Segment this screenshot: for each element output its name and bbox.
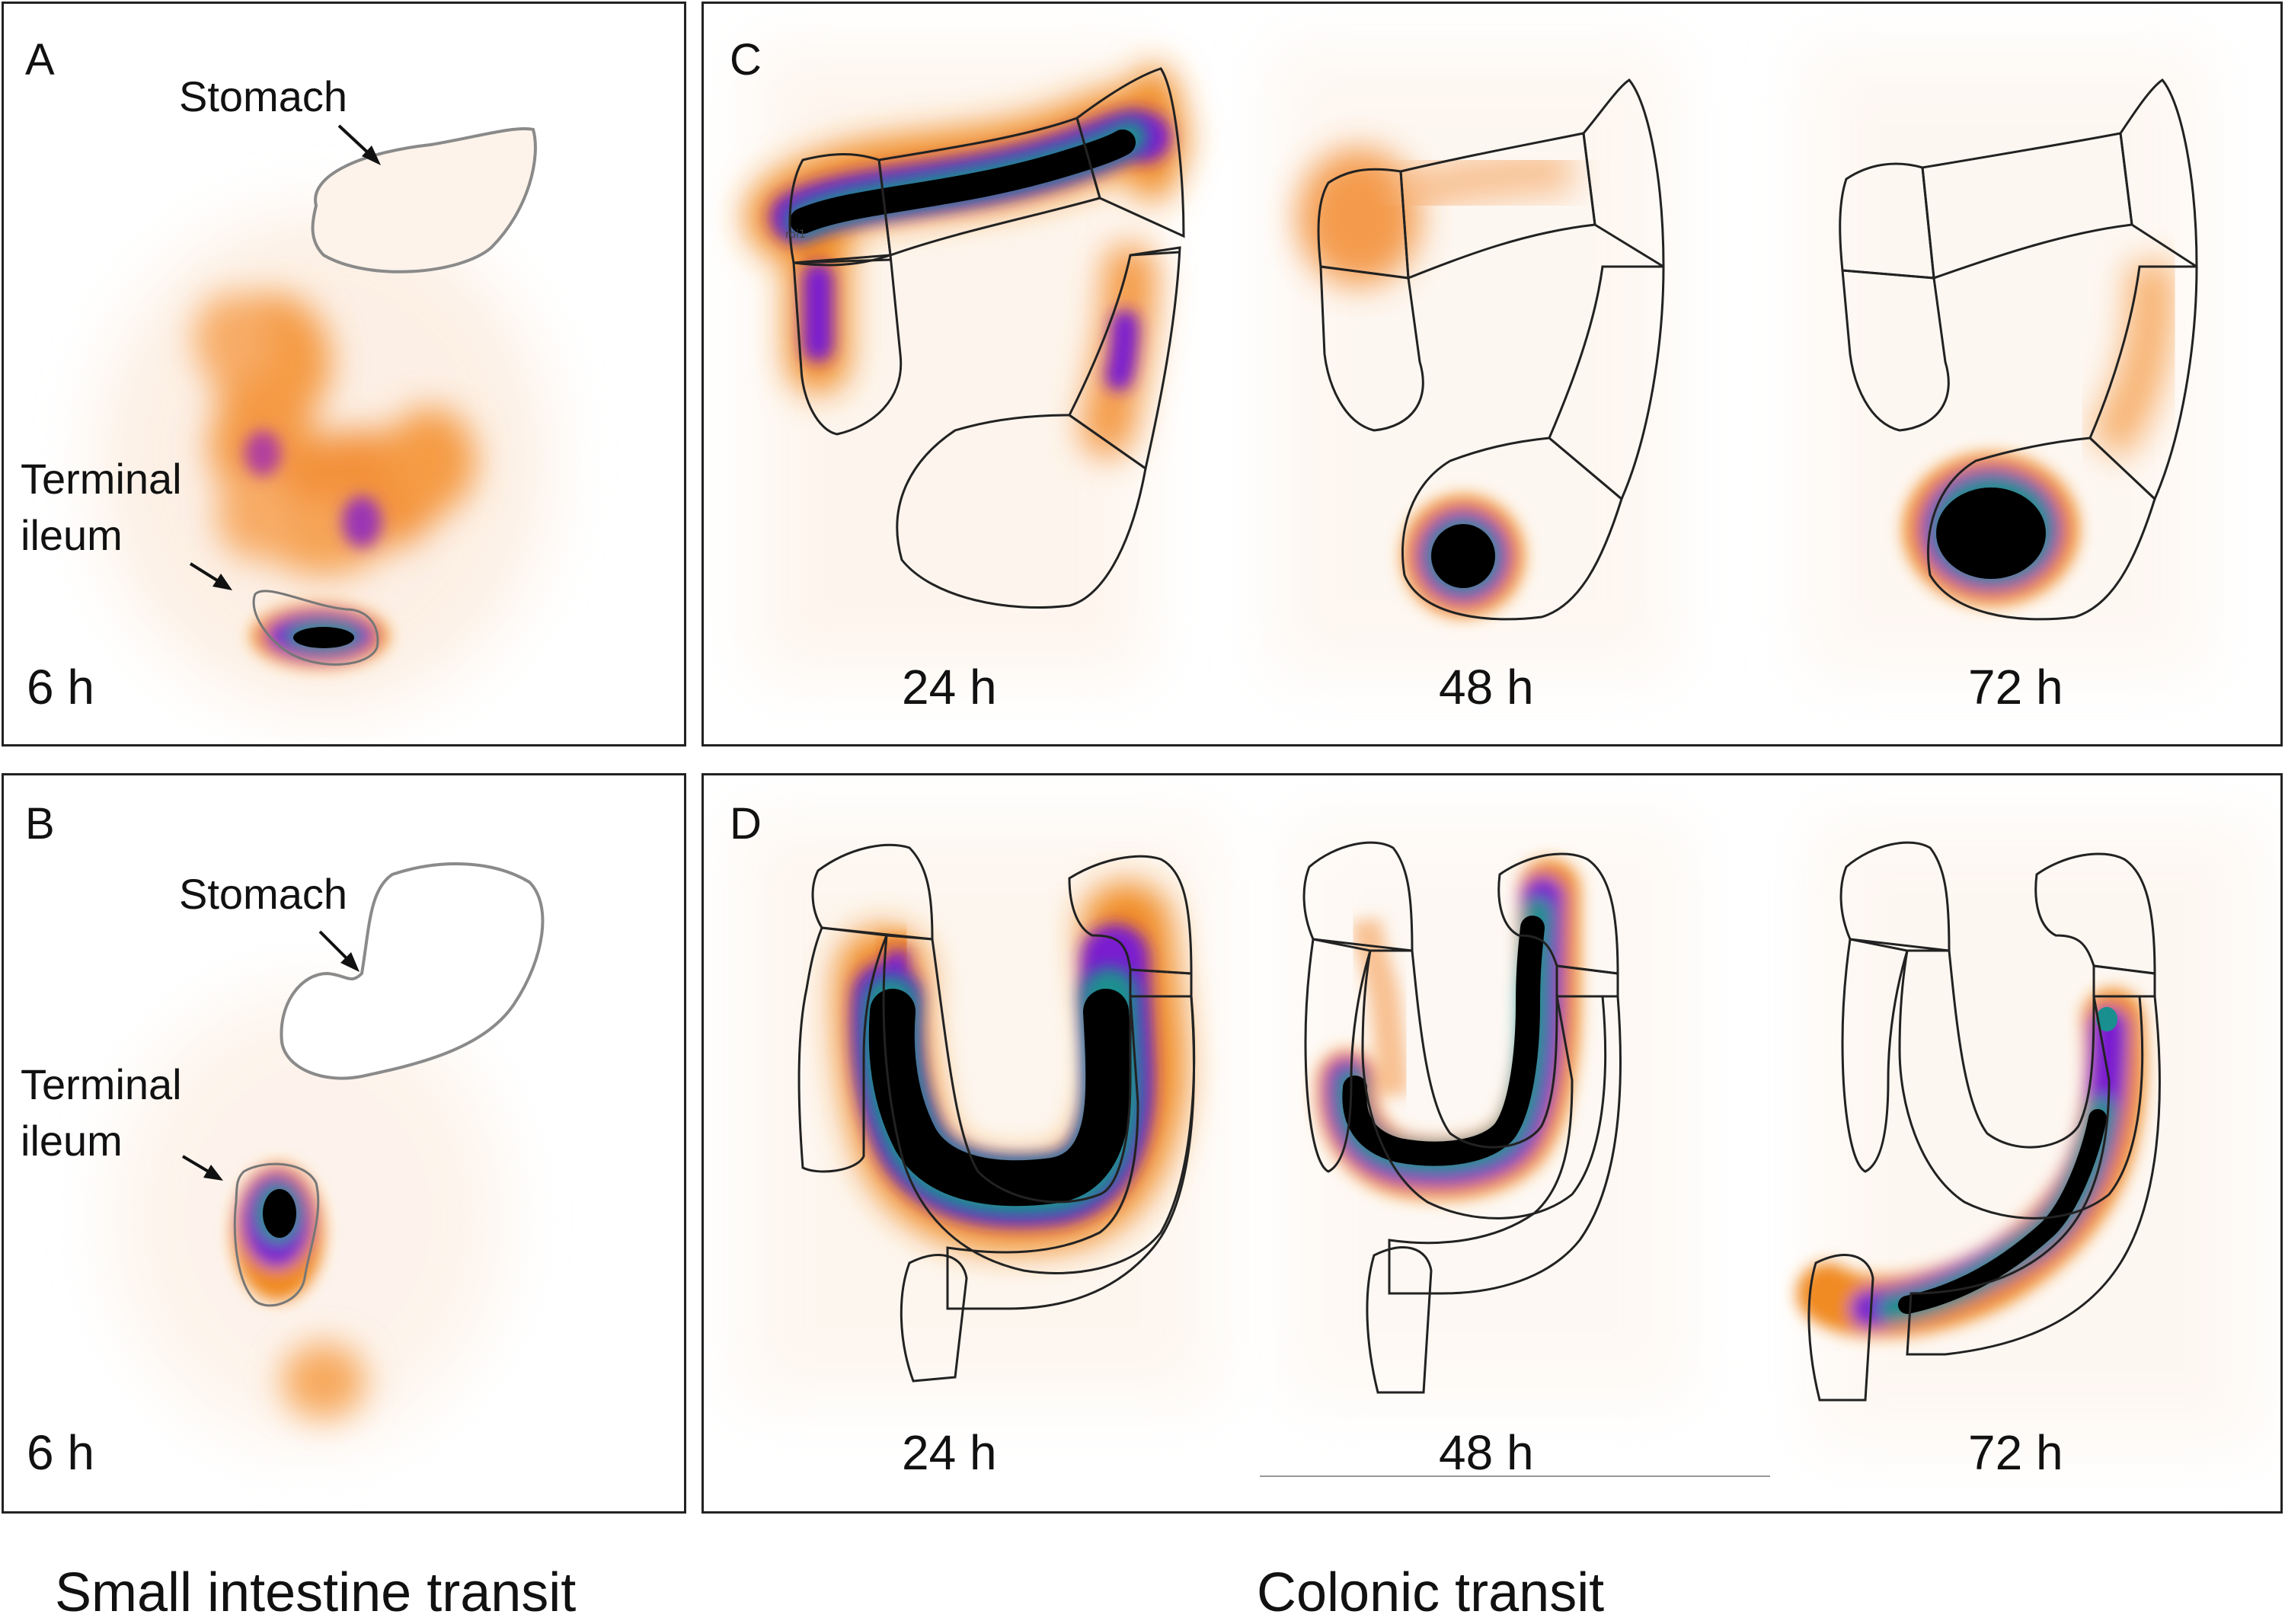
stomach-arrow bbox=[318, 930, 352, 964]
ileum-arrow bbox=[181, 1155, 213, 1175]
stomach-label: Stomach bbox=[179, 72, 347, 120]
panel-d-scans bbox=[742, 821, 2258, 1477]
stomach-outline bbox=[280, 862, 545, 1080]
stomach-arrow bbox=[337, 124, 373, 158]
panel-c-scans: roi1 bbox=[746, 50, 2204, 674]
scan-d-48h bbox=[1290, 821, 1686, 1400]
caption-colonic: Colonic transit bbox=[1257, 1562, 1605, 1623]
time-label-48h: 48 h bbox=[1439, 660, 1534, 714]
terminal-ileum-label-line2: ileum bbox=[21, 511, 123, 559]
stomach-outline bbox=[311, 127, 537, 273]
time-label-72h: 72 h bbox=[1968, 1425, 2063, 1480]
roi-tag: roi1 bbox=[785, 229, 806, 241]
panel-a-scan bbox=[95, 124, 552, 712]
time-label: 6 h bbox=[27, 1425, 94, 1480]
panel-b-scan bbox=[110, 862, 545, 1446]
terminal-ileum-label-line2: ileum bbox=[21, 1117, 123, 1165]
terminal-ileum-outline bbox=[233, 1162, 320, 1307]
panel-letter: D bbox=[730, 799, 762, 849]
terminal-ileum-label-line1: Terminal bbox=[21, 455, 182, 503]
panel-c: roi1 bbox=[701, 2, 2283, 746]
scan-d-24h bbox=[742, 821, 1214, 1400]
panel-a: A Stomach Terminal ileum 6 h bbox=[2, 2, 686, 746]
caption-small-intestine: Small intestine transit bbox=[55, 1562, 577, 1623]
ileum-arrow bbox=[189, 562, 222, 584]
panel-letter: C bbox=[730, 35, 762, 85]
time-label-72h: 72 h bbox=[1968, 660, 2063, 714]
scan-c-48h bbox=[1275, 50, 1671, 674]
terminal-ileum-outline bbox=[252, 590, 379, 666]
scan-c-24h bbox=[746, 50, 1187, 674]
time-label-24h: 24 h bbox=[902, 1425, 997, 1480]
panel-letter: A bbox=[25, 35, 55, 85]
terminal-ileum-label-line1: Terminal bbox=[21, 1060, 182, 1108]
time-label-24h: 24 h bbox=[902, 660, 997, 714]
scan-d-72h bbox=[1797, 821, 2258, 1446]
time-label-48h: 48 h bbox=[1439, 1425, 1534, 1480]
stomach-label: Stomach bbox=[179, 870, 347, 918]
time-label: 6 h bbox=[27, 660, 94, 714]
scan-c-72h bbox=[1808, 50, 2204, 674]
panel-letter: B bbox=[25, 799, 55, 849]
panel-b: B Stomach Terminal ileum 6 h bbox=[2, 773, 686, 1514]
panel-d: D 24 h 48 h 72 h bbox=[701, 773, 2283, 1514]
